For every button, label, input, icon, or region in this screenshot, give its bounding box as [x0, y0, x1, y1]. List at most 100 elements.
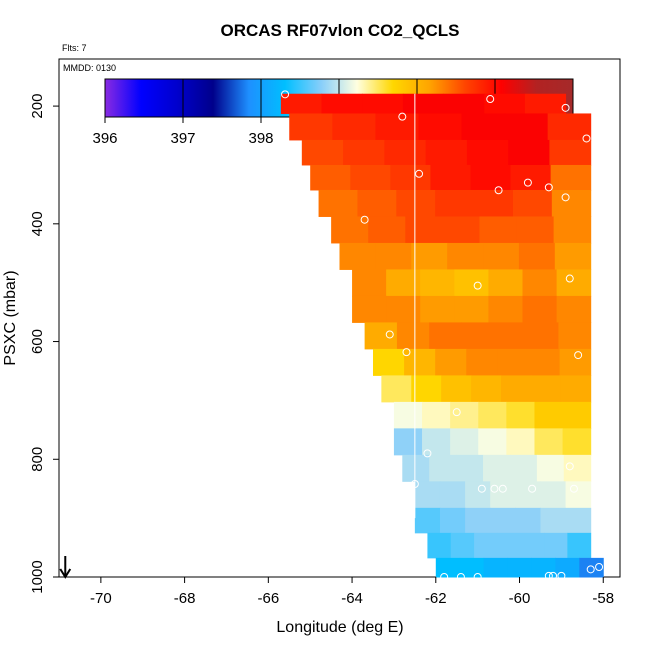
heatmap-cell: [508, 139, 550, 166]
heatmap-cell: [560, 375, 592, 403]
observation-point: [569, 484, 578, 493]
heatmap-cell: [515, 481, 541, 509]
heatmap-cell: [520, 532, 545, 559]
heatmap-cell: [396, 322, 430, 350]
x-tick-label: -64: [341, 590, 363, 607]
observation-point: [544, 571, 553, 580]
heatmap-cell: [442, 216, 480, 244]
heatmap-cell: [512, 189, 553, 217]
observation-point: [398, 112, 407, 121]
observation-point: [565, 462, 574, 471]
heatmap-cell: [454, 295, 489, 323]
observation-point: [477, 484, 486, 493]
heatmap-cell: [497, 348, 529, 376]
arrow-head: [59, 568, 72, 579]
heatmap-cell: [352, 269, 387, 297]
x-axis: -70 -68 -66 -64 -62 -60 -58: [90, 577, 614, 607]
observation-point: [528, 484, 537, 493]
y-axis: 200 400 600 800 1000: [29, 94, 59, 594]
observation-point: [595, 562, 604, 571]
heatmap-cell: [420, 269, 455, 297]
observation-point: [456, 573, 465, 581]
heatmap-cell: [479, 216, 518, 244]
heatmap-cell: [490, 481, 516, 509]
heatmap-cell: [441, 375, 472, 403]
heatmap-cell: [411, 242, 448, 270]
observation-point: [561, 193, 570, 202]
heatmap-cell: [515, 507, 541, 534]
heatmap-cell: [435, 189, 475, 217]
heatmap-cell: [386, 295, 421, 323]
observation-point: [574, 351, 583, 360]
heatmap-cell: [506, 401, 535, 429]
heatmap-cell: [430, 164, 471, 191]
heatmap-cell: [420, 295, 455, 323]
heatmap-cell: [402, 93, 445, 114]
heatmap-cell: [461, 322, 495, 350]
heatmap-cell: [435, 557, 461, 578]
heatmap-cell: [411, 375, 442, 403]
observation-point: [440, 573, 449, 581]
heatmap-cell: [534, 428, 564, 456]
heatmap-cell: [368, 216, 406, 244]
heatmap-cell: [558, 322, 592, 350]
heatmap-cell: [516, 216, 555, 244]
heatmap-cell: [510, 164, 552, 191]
heatmap-cell: [493, 322, 527, 350]
heatmap-cell: [562, 428, 592, 456]
heatmap-cell: [418, 113, 463, 141]
observation-point: [490, 484, 499, 493]
heatmap-cell: [509, 454, 538, 482]
x-tick-label: -60: [509, 590, 531, 607]
heatmap-cell: [331, 216, 369, 244]
heatmap-cell: [556, 295, 592, 323]
heatmap-cell: [280, 93, 323, 114]
heatmap-cell: [471, 375, 502, 403]
chart-title: ORCAS RF07vlon CO2_QCLS: [221, 21, 460, 40]
observation-point: [565, 274, 574, 283]
heatmap-cell: [536, 454, 565, 482]
heatmap-cell: [332, 113, 376, 141]
y-tick-label: 200: [29, 94, 46, 119]
heatmap-cell: [429, 322, 463, 350]
flights-label: Flts: 7: [62, 43, 87, 53]
heatmap-cell: [357, 189, 397, 217]
heatmap-cell: [402, 454, 430, 482]
observation-point: [498, 484, 507, 493]
heatmap-cell: [555, 557, 580, 578]
heatmap-cell: [450, 428, 479, 456]
heatmap-cell: [565, 481, 592, 509]
heatmap-cell: [563, 454, 592, 482]
heatmap-cell: [550, 164, 592, 191]
heatmap-cell: [352, 295, 387, 323]
heatmap-cell: [526, 322, 559, 350]
observation-point: [360, 215, 369, 224]
heatmap-cell: [474, 532, 498, 559]
heatmap-cell: [393, 428, 423, 456]
heatmap-cell: [450, 532, 475, 559]
heatmap-cell: [447, 242, 484, 270]
heatmap-cell: [343, 139, 385, 166]
heatmap-cell: [562, 401, 592, 429]
heatmap-cell: [435, 348, 467, 376]
y-axis-label: PSXC (mbar): [2, 270, 19, 365]
heatmap-cell: [556, 269, 592, 297]
heatmap-cell: [507, 557, 532, 578]
heatmap-cell: [488, 269, 524, 297]
heatmap-cell: [364, 322, 398, 350]
heatmap-cell: [524, 93, 567, 114]
heatmap-cell: [522, 269, 558, 297]
heatmap-cell: [318, 189, 358, 217]
y-tick-label: 800: [29, 447, 46, 472]
heatmap-cell: [478, 401, 507, 429]
heatmap-cell: [393, 401, 423, 429]
x-tick-label: -58: [592, 590, 614, 607]
heatmap-cell: [551, 189, 592, 217]
heatmap-cell: [478, 428, 507, 456]
heatmap-cell: [490, 507, 516, 534]
heatmap-cell: [554, 242, 592, 270]
heatmap-cell: [375, 113, 419, 141]
observation-point: [402, 348, 411, 357]
heatmap-cell: [301, 139, 344, 166]
y-tick-label: 1000: [29, 560, 46, 593]
